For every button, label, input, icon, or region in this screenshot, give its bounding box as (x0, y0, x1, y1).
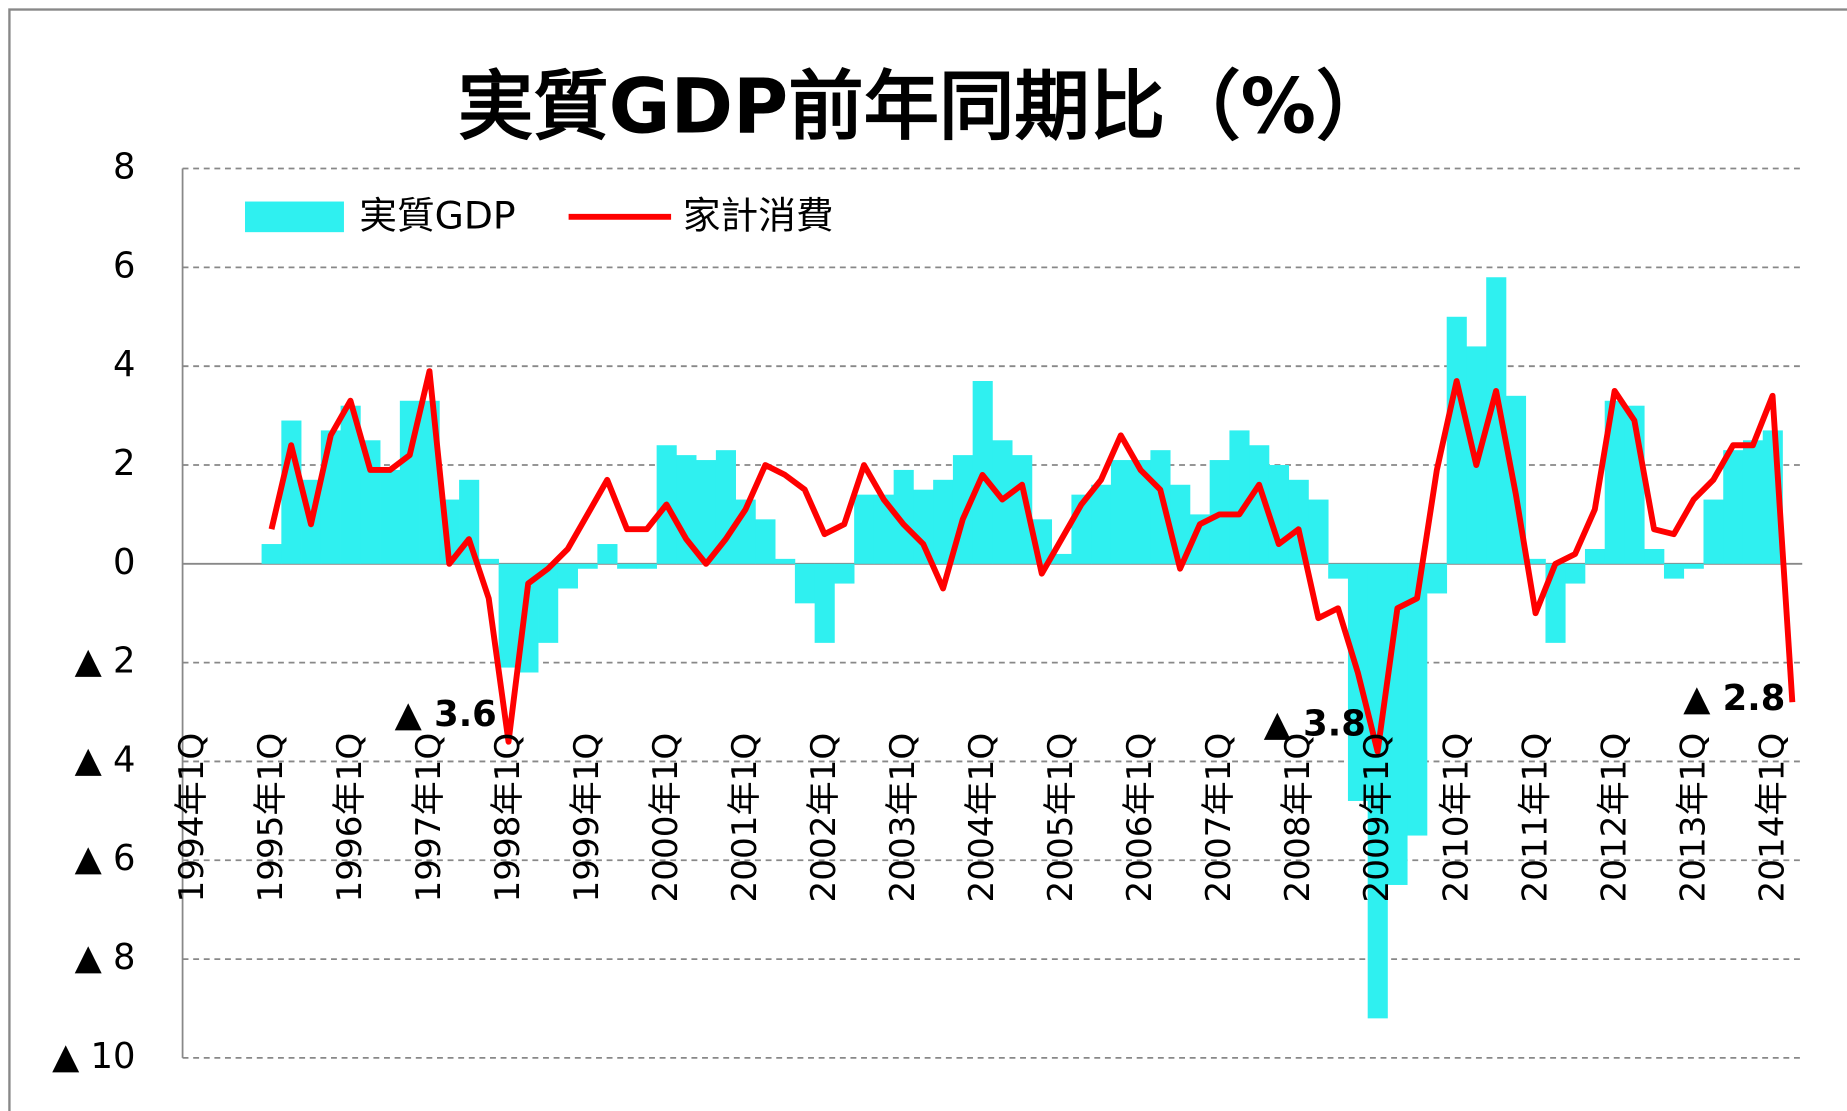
bar (873, 494, 895, 564)
bar (1308, 499, 1329, 564)
bar (1229, 430, 1250, 564)
x-tick-label: 1999年1Q (567, 733, 607, 903)
x-tick-label: 2014年1Q (1752, 733, 1792, 903)
x-tick-label: 1997年1Q (409, 733, 449, 903)
bar (478, 558, 499, 564)
y-tick-label: ▲ 4 (75, 739, 136, 780)
bar (1189, 514, 1211, 564)
y-tick-label: ▲ 8 (75, 937, 136, 978)
legend-swatch (245, 201, 344, 233)
bar (1703, 499, 1724, 564)
bar (1150, 450, 1171, 564)
bar (538, 563, 559, 643)
bar (1683, 563, 1704, 569)
bar (636, 563, 657, 569)
bar (380, 469, 401, 564)
bar (933, 479, 954, 564)
bar (676, 455, 697, 564)
bar (1426, 563, 1448, 594)
bar (1742, 440, 1764, 564)
bar (696, 460, 717, 564)
bar (1110, 460, 1132, 564)
data-label: ▲ 3.8 (1264, 704, 1366, 745)
x-tick-label: 2004年1Q (962, 733, 1002, 903)
bar (1604, 400, 1625, 564)
x-tick-label: 2008年1Q (1278, 733, 1318, 903)
bar (814, 563, 835, 643)
bar (1486, 277, 1507, 564)
bar (1091, 484, 1112, 564)
x-tick-label: 2001年1Q (725, 733, 765, 903)
legend-label: 家計消費 (683, 194, 834, 238)
y-tick-label: 4 (113, 344, 135, 385)
y-tick-label: 0 (113, 542, 135, 583)
bar (577, 563, 598, 569)
bar (834, 563, 855, 584)
y-tick-label: ▲ 6 (75, 838, 136, 879)
bar (775, 558, 796, 564)
bar (1130, 460, 1151, 564)
x-tick-label: 2002年1Q (804, 733, 844, 903)
x-tick-label: 2005年1Q (1041, 733, 1081, 903)
bar (1663, 563, 1685, 579)
x-tick-label: 1994年1Q (172, 733, 212, 903)
x-tick-label: 2013年1Q (1673, 733, 1713, 903)
bar (1565, 563, 1586, 584)
x-tick-label: 2012年1Q (1594, 733, 1634, 903)
data-label: ▲ 3.6 (395, 694, 497, 735)
bar (893, 469, 914, 564)
y-tick-label: 8 (113, 147, 135, 188)
line (268, 368, 1796, 755)
bar (360, 440, 381, 564)
bar (755, 519, 776, 564)
bar (1644, 548, 1665, 564)
bar (1584, 548, 1606, 564)
bar (913, 489, 934, 564)
x-tick-label: 1996年1Q (330, 733, 370, 903)
bar (1012, 455, 1033, 564)
x-tick-label: 2010年1Q (1436, 733, 1476, 903)
bar (1407, 563, 1428, 836)
bar (1051, 553, 1072, 564)
bar (498, 563, 519, 668)
bar (1446, 316, 1467, 564)
legend-label: 実質GDP (359, 194, 515, 238)
bar (1525, 558, 1546, 564)
x-tick-label: 2000年1Q (646, 733, 686, 903)
x-tick-label: 1998年1Q (488, 733, 528, 903)
chart-title: 実質GDP前年同期比（%） (458, 63, 1392, 151)
x-tick-label: 1995年1Q (251, 733, 291, 903)
bar (320, 430, 341, 564)
bar (794, 563, 815, 604)
bar (1328, 563, 1349, 579)
bar (597, 544, 618, 564)
bar (617, 563, 638, 569)
x-tick-label: 2007年1Q (1199, 733, 1239, 903)
bar (1249, 445, 1270, 564)
y-tick-label: 2 (113, 443, 135, 484)
y-tick-label: ▲ 10 (52, 1036, 135, 1077)
bar (557, 563, 578, 589)
x-tick-label: 2011年1Q (1515, 733, 1555, 903)
bar (854, 494, 875, 564)
bar (1723, 450, 1744, 564)
x-tick-label: 2009年1Q (1357, 733, 1397, 903)
x-tick-label: 2003年1Q (883, 733, 923, 903)
bar (281, 420, 302, 564)
x-tick-label: 2006年1Q (1120, 733, 1160, 903)
y-tick-label: ▲ 2 (75, 641, 136, 682)
bar (340, 405, 361, 564)
bar (1367, 563, 1388, 1019)
bar (261, 544, 282, 564)
data-label: ▲ 2.8 (1683, 678, 1785, 719)
y-tick-label: 6 (113, 245, 135, 286)
